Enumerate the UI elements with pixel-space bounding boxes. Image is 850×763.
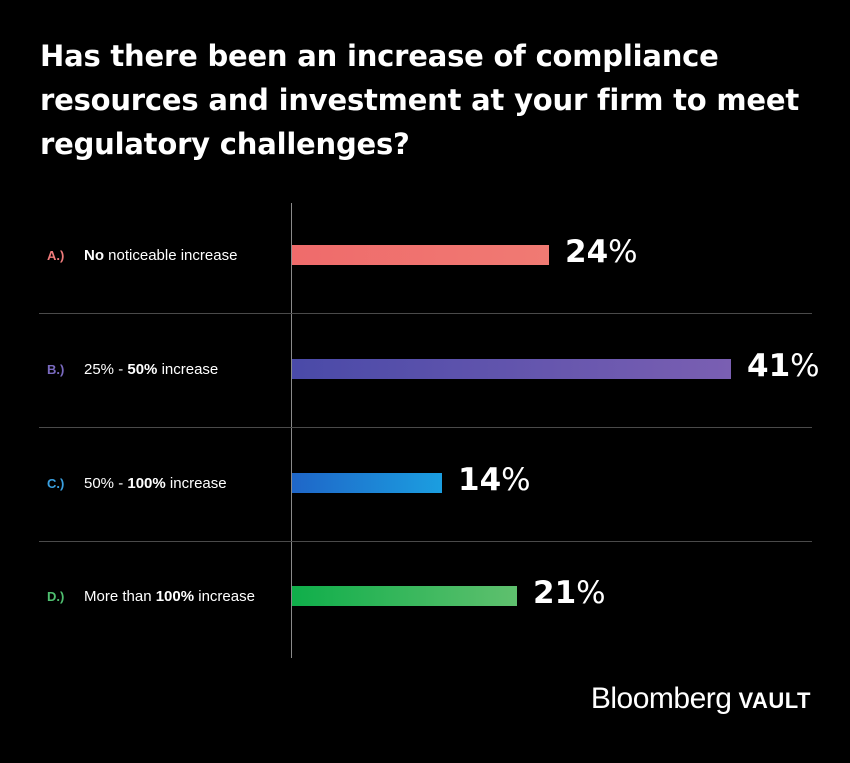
category-letter: D.): [47, 588, 65, 604]
category-label-segment: -: [114, 474, 128, 492]
logo-brand: Bloomberg: [590, 682, 732, 715]
category-label-segment: More than: [84, 587, 156, 605]
category-label-segment: increase: [165, 474, 227, 492]
category-label: C.) 50% - 100% increase: [47, 473, 227, 493]
value-number: 14: [458, 462, 502, 498]
category-label-segment: increase: [157, 360, 219, 378]
value-number: 24: [565, 234, 609, 270]
category-label-segment: 100%: [155, 587, 195, 605]
category-label-segment: noticeable increase: [104, 246, 238, 264]
logo-sub: VAULT: [738, 688, 811, 713]
row-divider: [39, 541, 812, 542]
row-divider: [39, 427, 812, 428]
bar: [292, 245, 549, 265]
percent-symbol: %: [608, 234, 638, 270]
percent-symbol: %: [790, 348, 820, 384]
value-label: 21%: [533, 575, 606, 611]
bar: [292, 473, 442, 493]
bar: [292, 586, 517, 606]
category-label-segment: increase: [194, 587, 255, 605]
category-label-segment: No: [84, 246, 104, 264]
category-letter: C.): [47, 475, 65, 491]
y-axis-line: [291, 203, 292, 658]
value-label: 14%: [458, 462, 531, 498]
category-label-segment: 50%: [84, 474, 115, 492]
category-label: D.) More than 100% increase: [47, 586, 255, 606]
bar: [292, 359, 731, 379]
bloomberg-vault-logo: Bloomberg VAULT: [591, 682, 811, 716]
category-label: B.) 25% - 50% increase: [47, 359, 218, 379]
category-label-segment: 100%: [127, 474, 166, 492]
value-label: 41%: [747, 348, 820, 384]
category-letter: A.): [47, 247, 65, 263]
percent-symbol: %: [576, 575, 606, 611]
category-label: A.) No noticeable increase: [47, 245, 237, 265]
category-letter: B.): [47, 361, 65, 377]
value-number: 41: [747, 348, 791, 384]
category-label-segment: 50%: [127, 360, 158, 378]
chart-title: Has there been an increase of compliance…: [40, 39, 800, 161]
category-label-segment: -: [114, 360, 128, 378]
category-label-segment: 25%: [84, 360, 115, 378]
row-divider: [39, 313, 812, 314]
value-label: 24%: [565, 234, 638, 270]
value-number: 21: [533, 575, 577, 611]
percent-symbol: %: [501, 462, 531, 498]
